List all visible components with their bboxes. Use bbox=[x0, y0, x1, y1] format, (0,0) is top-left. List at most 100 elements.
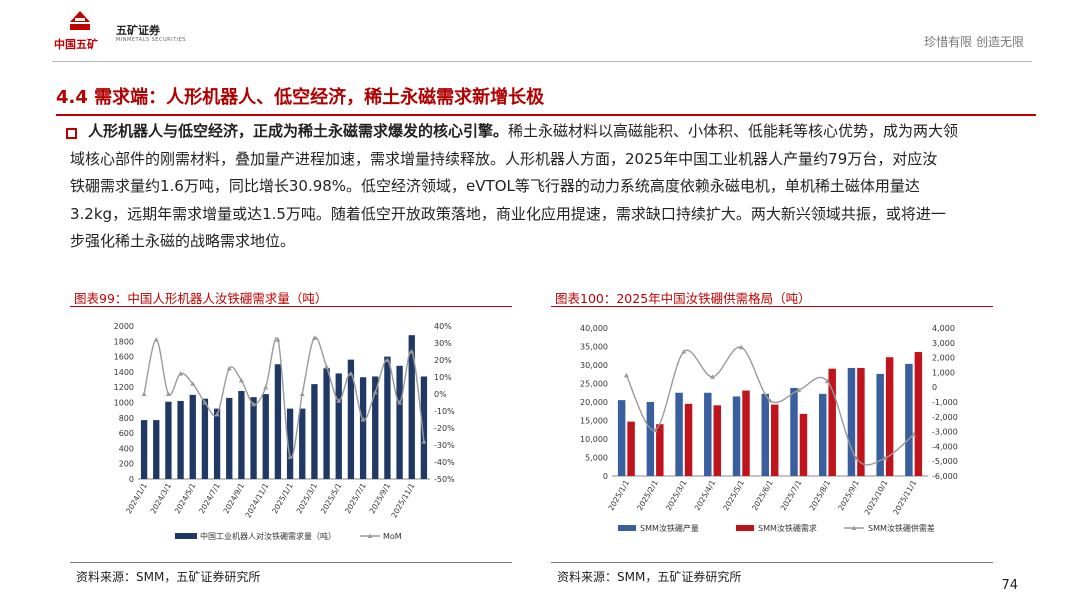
left-axis-tick-label: 25,000 bbox=[580, 380, 608, 389]
legend-bar-swatch bbox=[175, 533, 197, 539]
header-divider bbox=[52, 61, 1032, 62]
mom-point-marker bbox=[263, 384, 269, 390]
mom-point-marker bbox=[409, 349, 415, 354]
left-axis-tick-label: 800 bbox=[119, 414, 134, 423]
demand-bar bbox=[396, 365, 403, 479]
demand-bar bbox=[250, 397, 257, 479]
right-axis-tick-label: -20% bbox=[434, 424, 455, 433]
right-axis-tick-label: -6,000 bbox=[932, 472, 958, 481]
supply-gap-point-marker bbox=[853, 455, 859, 461]
paragraph-line-4: 3.2kg，远期年需求增量或达1.5万吨。随着低空开放政策落地，商业化应用提速，… bbox=[70, 204, 946, 223]
demand-bar bbox=[153, 420, 160, 479]
mom-point-marker bbox=[397, 400, 403, 405]
legend-demand-label: SMM汝铁硼需求 bbox=[758, 523, 817, 533]
x-axis-tick-label: 2024/9/1 bbox=[222, 481, 247, 515]
production-bar bbox=[617, 400, 626, 476]
demand-bar bbox=[408, 335, 415, 479]
x-axis-tick-label: 2025/7/1 bbox=[779, 478, 804, 512]
demand-bar bbox=[742, 390, 750, 476]
demand-bar bbox=[286, 408, 294, 479]
title-underline bbox=[56, 114, 1036, 116]
left-axis-tick-label: 200 bbox=[119, 460, 134, 469]
paragraph-line-1: 稀土永磁材料以高磁能积、小体积、低能耗等核心优势，成为两大领 bbox=[508, 122, 959, 140]
slogan: 珍惜有限 创造无限 bbox=[924, 35, 1024, 49]
left-axis-tick-label: 40,000 bbox=[580, 324, 608, 333]
x-axis-tick-label: 2024/7/1 bbox=[197, 481, 222, 515]
page-number: 74 bbox=[1001, 578, 1018, 593]
x-axis-tick-label: 2025/9/1 bbox=[368, 481, 393, 515]
production-bar bbox=[732, 396, 741, 476]
mom-point-marker bbox=[141, 391, 147, 396]
demand-bar bbox=[713, 405, 722, 476]
x-axis-tick-label: 2025/10/1 bbox=[863, 478, 890, 516]
demand-bar bbox=[885, 357, 894, 476]
right-axis-tick-label: -3,000 bbox=[932, 428, 958, 437]
company-logo: 中国五矿 五矿证券 MINMETALS SECURITIES bbox=[52, 10, 185, 52]
mom-point-marker bbox=[336, 398, 342, 403]
supply-gap-point-marker bbox=[824, 378, 830, 384]
right-axis-tick-label: 0 bbox=[932, 383, 937, 392]
demand-bar bbox=[165, 401, 172, 479]
production-bar bbox=[704, 392, 712, 476]
right-axis-tick-label: 2,000 bbox=[932, 354, 955, 363]
right-axis-tick-label: 10% bbox=[434, 373, 452, 382]
x-axis-tick-label: 2025/2/1 bbox=[635, 478, 660, 512]
demand-bar bbox=[213, 408, 221, 479]
mom-point-marker bbox=[226, 366, 232, 371]
demand-bar bbox=[857, 367, 865, 476]
right-axis-tick-label: -40% bbox=[434, 458, 455, 467]
right-axis-tick-label: -4,000 bbox=[932, 442, 958, 451]
company-name: 五矿证券 bbox=[116, 24, 160, 37]
mom-point-marker bbox=[153, 337, 159, 342]
demand-bar bbox=[627, 421, 635, 476]
supply-gap-point-marker bbox=[911, 432, 917, 437]
mom-point-marker bbox=[287, 454, 293, 459]
x-axis-tick-label: 2025/5/1 bbox=[319, 481, 344, 515]
paragraph-line-2: 域核心部件的刚需材料，叠加量产进程加速，需求增量持续释放。人形机器人方面，202… bbox=[70, 149, 938, 168]
x-axis-tick-label: 2025/1/1 bbox=[270, 481, 295, 515]
chart1-title: 图表99：中国人形机器人汝铁硼需求量（吨） bbox=[74, 291, 328, 306]
left-axis-tick-label: 0 bbox=[603, 472, 608, 481]
right-axis-tick-label: -2,000 bbox=[932, 413, 958, 422]
supply-gap-line bbox=[625, 346, 915, 466]
left-axis-tick-label: 400 bbox=[119, 444, 134, 453]
x-axis-tick-label: 2025/11/1 bbox=[891, 478, 918, 516]
mom-line bbox=[143, 336, 425, 459]
x-axis-tick-label: 2025/3/1 bbox=[295, 481, 320, 515]
legend-gap-marker bbox=[851, 525, 857, 530]
supply-gap-point-marker bbox=[796, 387, 802, 393]
mom-point-marker bbox=[384, 357, 390, 362]
production-bar bbox=[675, 392, 683, 476]
demand-bar bbox=[274, 364, 282, 479]
right-axis-tick-label: -10% bbox=[434, 407, 455, 416]
mom-point-marker bbox=[178, 371, 184, 376]
chart2-source: 资料来源：SMM，五矿证券研究所 bbox=[557, 570, 742, 584]
legend-gap-label: SMM汝铁硼供需差 bbox=[868, 523, 935, 533]
mom-point-marker bbox=[165, 391, 171, 396]
mom-point-marker bbox=[202, 400, 208, 405]
legend-line-marker bbox=[367, 533, 373, 538]
x-axis-tick-label: 2025/1/1 bbox=[606, 478, 631, 512]
demand-bar bbox=[359, 377, 367, 479]
production-bar bbox=[790, 387, 798, 476]
x-axis-tick-label: 2024/1/1 bbox=[124, 481, 149, 515]
demand-bar bbox=[177, 400, 184, 479]
company-english-name: MINMETALS SECURITIES bbox=[116, 37, 186, 43]
mom-point-marker bbox=[360, 417, 366, 422]
right-axis-tick-label: 0% bbox=[434, 390, 447, 399]
right-axis-tick-label: -50% bbox=[434, 475, 455, 484]
robot-ndfeb-demand-chart: 0 200 400 600 800 1000 1200 1400 1600 1800 2000 -50… bbox=[114, 322, 455, 541]
demand-bar bbox=[140, 420, 148, 479]
right-axis-tick-label: 3,000 bbox=[932, 339, 955, 348]
left-axis-tick-label: 0 bbox=[129, 475, 134, 484]
left-axis-tick-label: 1400 bbox=[114, 368, 134, 377]
demand-bar bbox=[201, 398, 209, 479]
section-title: 4.4 需求端：人形机器人、低空经济，稀土永磁需求新增长极 bbox=[56, 87, 545, 108]
right-axis-tick-label: -30% bbox=[434, 441, 455, 450]
right-axis-tick-label: 1,000 bbox=[932, 368, 955, 377]
right-axis-tick-label: 4,000 bbox=[932, 324, 955, 333]
x-axis-tick-label: 2024/5/1 bbox=[173, 481, 198, 515]
demand-bar bbox=[189, 394, 196, 479]
demand-bar bbox=[299, 408, 306, 479]
mom-point-marker bbox=[324, 364, 330, 369]
